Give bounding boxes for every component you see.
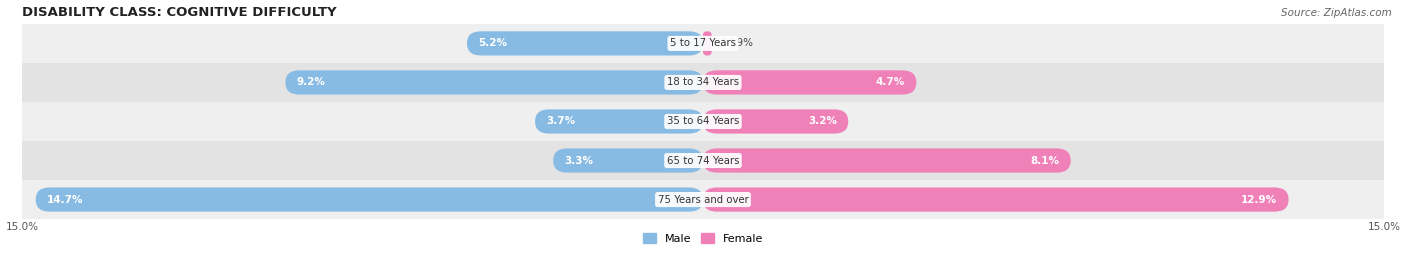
FancyBboxPatch shape bbox=[703, 109, 848, 134]
Text: 35 to 64 Years: 35 to 64 Years bbox=[666, 116, 740, 126]
Bar bbox=[22, 63, 1384, 102]
FancyBboxPatch shape bbox=[536, 109, 703, 134]
Text: 18 to 34 Years: 18 to 34 Years bbox=[666, 77, 740, 87]
Text: DISABILITY CLASS: COGNITIVE DIFFICULTY: DISABILITY CLASS: COGNITIVE DIFFICULTY bbox=[22, 6, 336, 19]
Bar bbox=[22, 24, 1384, 63]
Text: 5 to 17 Years: 5 to 17 Years bbox=[671, 38, 735, 48]
FancyBboxPatch shape bbox=[703, 31, 711, 56]
Text: 14.7%: 14.7% bbox=[46, 195, 83, 205]
Text: 3.3%: 3.3% bbox=[565, 156, 593, 166]
FancyBboxPatch shape bbox=[703, 187, 1289, 212]
FancyBboxPatch shape bbox=[703, 148, 1071, 173]
Text: 0.19%: 0.19% bbox=[721, 38, 754, 48]
FancyBboxPatch shape bbox=[35, 187, 703, 212]
FancyBboxPatch shape bbox=[553, 148, 703, 173]
Text: 3.2%: 3.2% bbox=[808, 116, 837, 126]
FancyBboxPatch shape bbox=[285, 70, 703, 94]
Text: 12.9%: 12.9% bbox=[1241, 195, 1277, 205]
Text: 5.2%: 5.2% bbox=[478, 38, 508, 48]
Bar bbox=[22, 180, 1384, 219]
FancyBboxPatch shape bbox=[703, 70, 917, 94]
Text: Source: ZipAtlas.com: Source: ZipAtlas.com bbox=[1281, 8, 1392, 18]
Text: 4.7%: 4.7% bbox=[876, 77, 905, 87]
Text: 8.1%: 8.1% bbox=[1031, 156, 1059, 166]
Text: 75 Years and over: 75 Years and over bbox=[658, 195, 748, 205]
FancyBboxPatch shape bbox=[467, 31, 703, 56]
Text: 65 to 74 Years: 65 to 74 Years bbox=[666, 156, 740, 166]
Text: 9.2%: 9.2% bbox=[297, 77, 326, 87]
Bar bbox=[22, 141, 1384, 180]
Bar bbox=[22, 102, 1384, 141]
Text: 3.7%: 3.7% bbox=[547, 116, 575, 126]
Legend: Male, Female: Male, Female bbox=[638, 229, 768, 249]
